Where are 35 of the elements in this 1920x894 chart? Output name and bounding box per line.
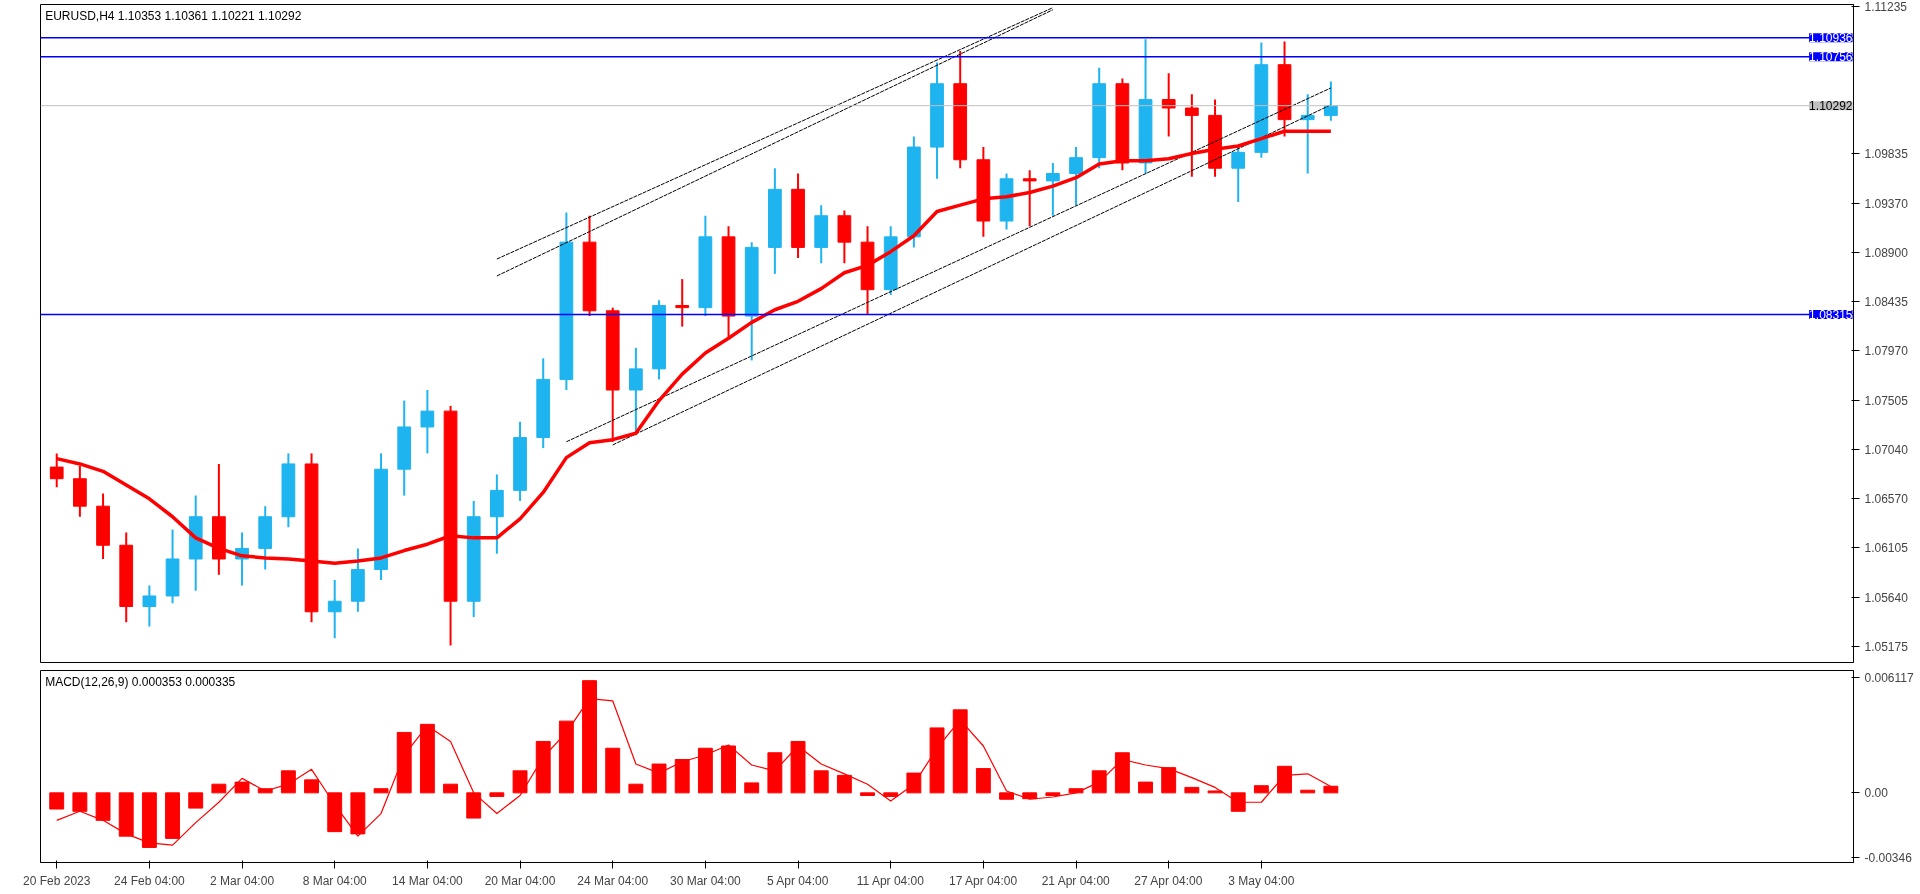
x-tick-label: 24 Feb 04:00 [114, 873, 186, 888]
y-tick-label: 0.00 [1864, 786, 1889, 801]
x-tick-label: 3 May 04:00 [1228, 873, 1295, 888]
x-tick-label: 30 Mar 04:00 [670, 873, 742, 888]
x-tick-label: 11 Apr 04:00 [856, 873, 925, 888]
y-tick-label: 1.07040 [1864, 442, 1909, 457]
chart-title: MACD(12,26,9) 0.000353 0.000335 [45, 674, 236, 689]
x-tick-label: 20 Feb 2023 [23, 873, 91, 888]
x-tick-label: 17 Apr 04:00 [949, 873, 1018, 888]
x-tick-label: 27 Apr 04:00 [1134, 873, 1203, 888]
y-tick-label: 1.08900 [1864, 246, 1909, 261]
x-tick-label: 2 Mar 04:00 [210, 873, 275, 888]
y-tick-label: 1.07505 [1864, 393, 1909, 408]
x-tick-label: 24 Mar 04:00 [577, 873, 649, 888]
y-tick-label: 1.05175 [1864, 639, 1909, 654]
y-tick-label: 1.08435 [1864, 295, 1909, 310]
x-tick-label: 21 Apr 04:00 [1041, 873, 1111, 888]
y-tick-label: 1.06570 [1864, 492, 1909, 507]
y-tick-label: 1.06105 [1864, 541, 1909, 556]
x-tick-label: 20 Mar 04:00 [484, 873, 556, 888]
x-tick-label: 14 Mar 04:00 [392, 873, 464, 888]
y-tick-label: 1.05640 [1864, 590, 1909, 605]
y-tick-label: 1.11235 [1864, 0, 1908, 14]
ref-line-label: 1.10936 [1809, 31, 1853, 46]
y-tick-label: 0.006117 [1864, 671, 1914, 686]
ref-line-label: 1.08315 [1809, 307, 1853, 322]
ref-line-label: 1.10292 [1809, 99, 1853, 114]
x-tick-label: 5 Apr 04:00 [767, 873, 829, 888]
x-tick-label: 8 Mar 04:00 [302, 873, 368, 888]
chart-title: EURUSD,H4 1.10353 1.10361 1.10221 1.10292 [45, 8, 302, 23]
y-tick-label: -0.00346 [1864, 851, 1913, 866]
y-tick-label: 1.07970 [1864, 344, 1909, 359]
ref-line-label: 1.10756 [1809, 50, 1853, 65]
y-tick-label: 1.09835 [1864, 147, 1909, 162]
y-tick-label: 1.09370 [1864, 196, 1909, 211]
